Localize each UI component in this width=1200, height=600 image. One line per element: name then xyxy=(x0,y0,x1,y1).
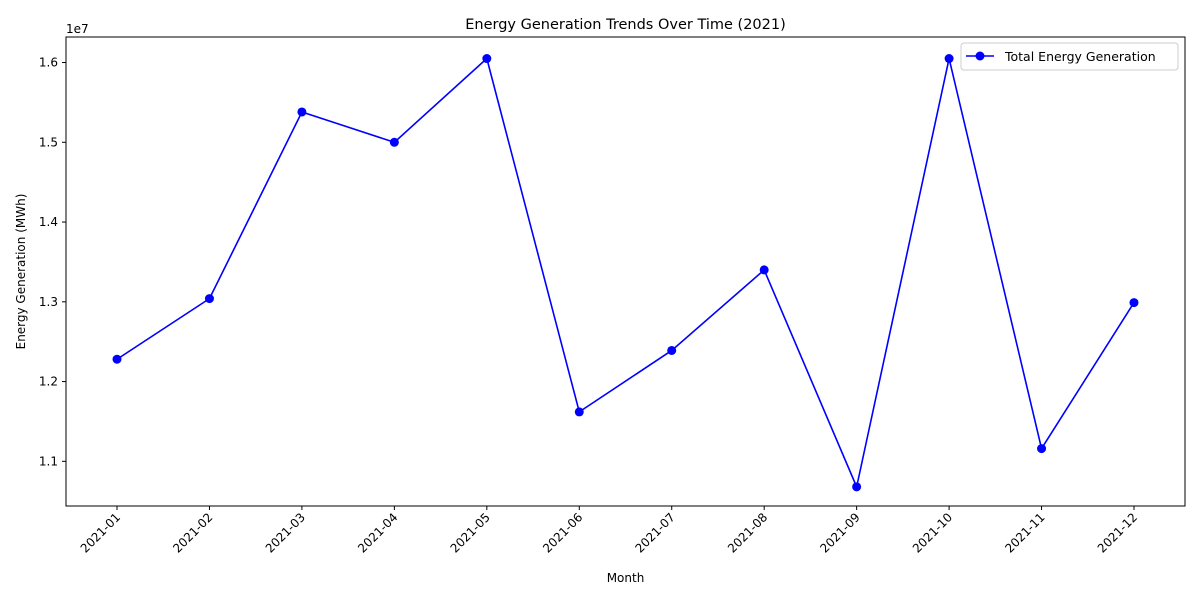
y-axis-offset-label: 1e7 xyxy=(66,22,89,36)
x-tick-label: 2021-08 xyxy=(725,510,770,555)
x-tick-label: 2021-11 xyxy=(1002,510,1047,555)
x-tick-label: 2021-06 xyxy=(540,510,585,555)
y-tick-label: 1.4 xyxy=(39,215,58,229)
x-tick-label: 2021-05 xyxy=(448,510,493,555)
data-point-2021-11 xyxy=(1037,444,1047,454)
series-line-0 xyxy=(116,57,1135,490)
data-point-2021-02 xyxy=(204,294,214,304)
data-point-2021-05 xyxy=(482,54,492,64)
x-axis-label: Month xyxy=(607,571,645,585)
y-tick-label: 1.6 xyxy=(39,56,58,70)
legend: Total Energy Generation xyxy=(960,42,1179,71)
data-point-2021-07 xyxy=(667,345,677,355)
x-tick-label: 2021-09 xyxy=(817,510,862,555)
x-tick-label: 2021-01 xyxy=(78,510,123,555)
x-tick-label: 2021-07 xyxy=(632,510,677,555)
data-point-2021-04 xyxy=(389,137,399,147)
legend-entry-total-energy-generation: Total Energy Generation xyxy=(1004,49,1156,64)
x-tick-label: 2021-12 xyxy=(1095,510,1140,555)
chart-title: Energy Generation Trends Over Time (2021… xyxy=(465,17,786,33)
y-tick-label: 1.3 xyxy=(39,295,58,309)
legend-marker xyxy=(975,51,985,61)
data-point-2021-09 xyxy=(852,482,862,492)
y-axis-label: Energy Generation (MWh) xyxy=(14,194,28,350)
data-point-2021-08 xyxy=(759,265,769,275)
plot-area xyxy=(112,54,1139,492)
data-point-2021-01 xyxy=(112,354,122,364)
data-point-2021-10 xyxy=(944,54,954,64)
y-tick-label: 1.1 xyxy=(39,454,58,468)
x-tick-label: 2021-02 xyxy=(170,510,215,555)
data-point-2021-12 xyxy=(1129,298,1139,308)
legend-box xyxy=(960,42,1179,71)
x-tick-label: 2021-04 xyxy=(355,510,400,555)
data-point-2021-06 xyxy=(574,407,584,417)
axes-frame xyxy=(65,36,1186,507)
data-point-2021-03 xyxy=(297,107,307,117)
y-tick-label: 1.5 xyxy=(39,135,58,149)
x-tick-label: 2021-03 xyxy=(263,510,308,555)
x-tick-label: 2021-10 xyxy=(910,510,955,555)
y-tick-label: 1.2 xyxy=(39,375,58,389)
